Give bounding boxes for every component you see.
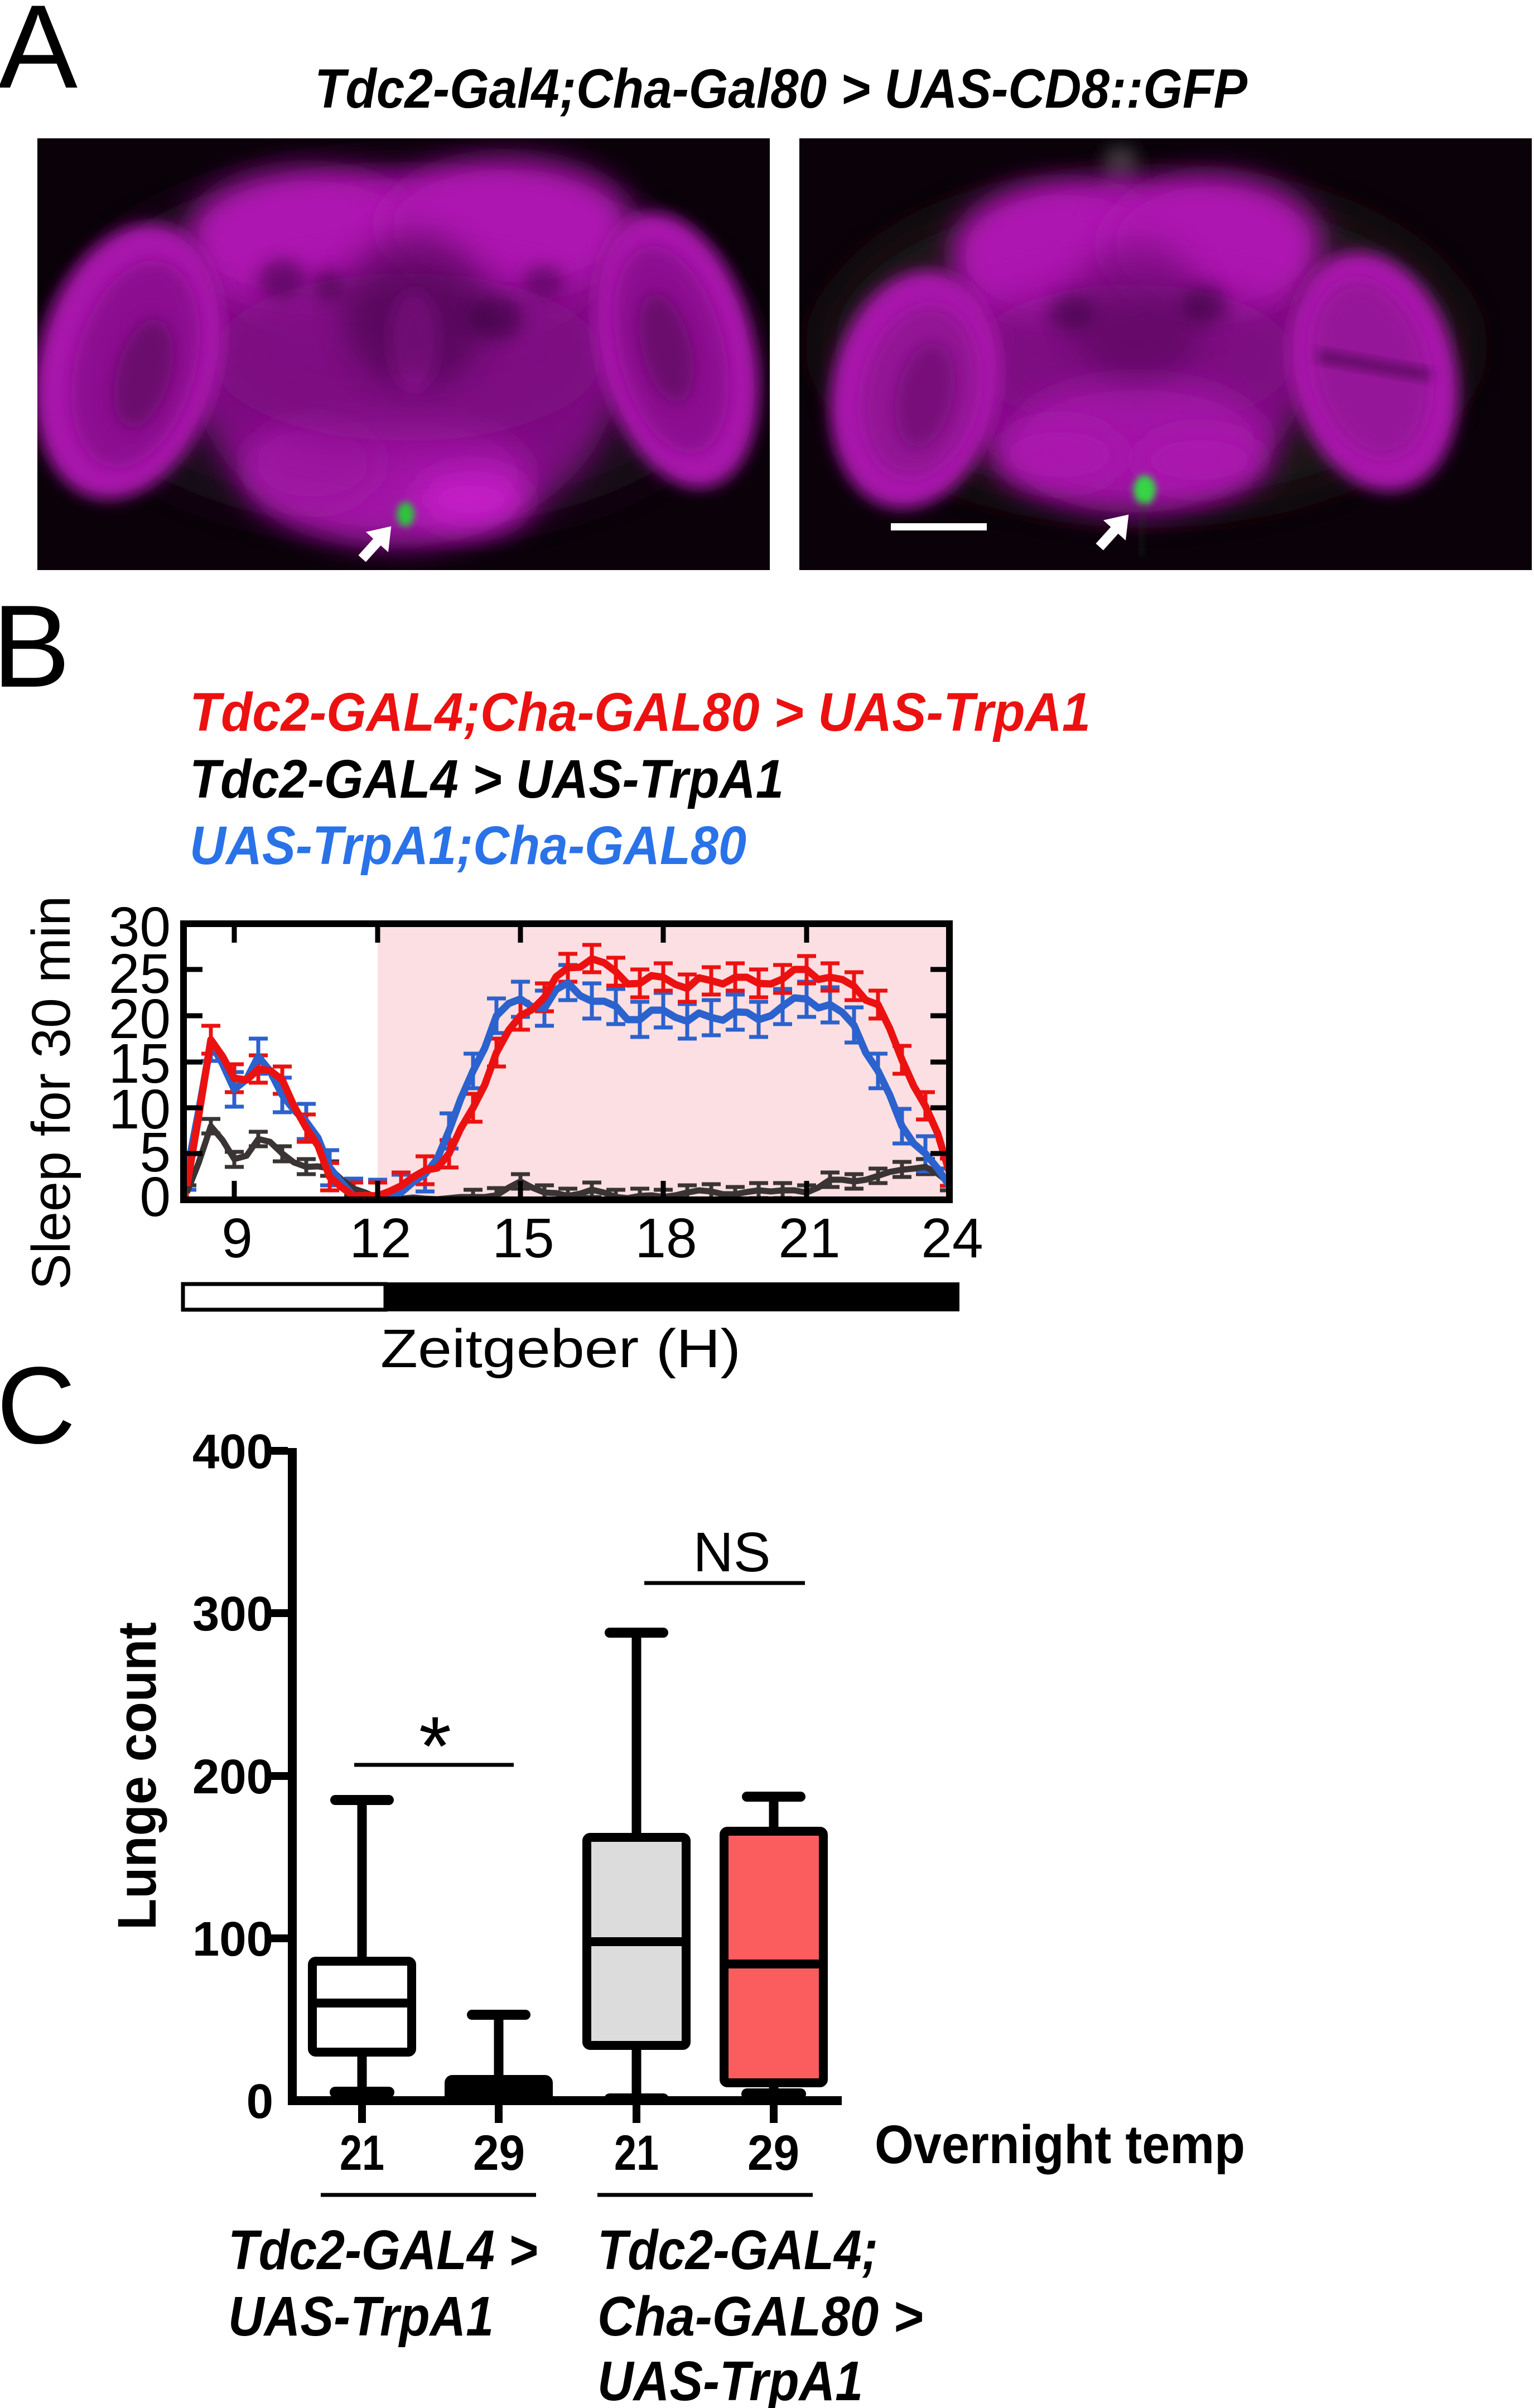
svg-text:400: 400 — [192, 1425, 273, 1479]
svg-text:Zeitgeber (H): Zeitgeber (H) — [380, 1318, 741, 1379]
svg-text:29: 29 — [473, 2125, 525, 2180]
svg-text:18: 18 — [635, 1207, 697, 1270]
svg-text:30: 30 — [109, 896, 171, 958]
svg-text:20: 20 — [109, 988, 171, 1050]
svg-text:9: 9 — [221, 1207, 253, 1270]
svg-text:0: 0 — [139, 1166, 171, 1228]
svg-text:Cha-GAL80 >: Cha-GAL80 > — [597, 2285, 923, 2348]
svg-text:5: 5 — [139, 1121, 171, 1184]
svg-text:15: 15 — [109, 1032, 171, 1095]
svg-text:100: 100 — [192, 1912, 273, 1966]
svg-text:Lunge count: Lunge count — [107, 1622, 167, 1930]
svg-text:Tdc2-GAL4;Cha-GAL80 > UAS-TrpA: Tdc2-GAL4;Cha-GAL80 > UAS-TrpA1 — [190, 682, 1091, 742]
svg-text:Tdc2-GAL4 >: Tdc2-GAL4 > — [228, 2219, 538, 2281]
svg-text:21: 21 — [614, 2125, 659, 2180]
svg-text:10: 10 — [109, 1078, 171, 1141]
svg-text:300: 300 — [192, 1587, 273, 1641]
svg-text:UAS-TrpA1: UAS-TrpA1 — [228, 2285, 494, 2348]
svg-text:200: 200 — [192, 1750, 273, 1804]
svg-text:Tdc2-GAL4 > UAS-TrpA1: Tdc2-GAL4 > UAS-TrpA1 — [190, 749, 784, 809]
svg-text:UAS-TrpA1: UAS-TrpA1 — [597, 2350, 863, 2408]
svg-text:Overnight temp: Overnight temp — [875, 2114, 1245, 2175]
svg-text:UAS-TrpA1;Cha-GAL80: UAS-TrpA1;Cha-GAL80 — [190, 815, 746, 876]
svg-text:25: 25 — [109, 943, 171, 1005]
svg-text:12: 12 — [349, 1207, 411, 1270]
svg-text:15: 15 — [492, 1207, 554, 1270]
svg-text:*: * — [419, 1699, 451, 1793]
svg-text:29: 29 — [747, 2125, 799, 2180]
svg-text:Sleep for 30 min: Sleep for 30 min — [21, 896, 81, 1290]
svg-text:Tdc2-GAL4;: Tdc2-GAL4; — [597, 2219, 878, 2281]
svg-text:21: 21 — [340, 2125, 384, 2180]
svg-text:Tdc2-Gal4;Cha-Gal80 > UAS-CD8:: Tdc2-Gal4;Cha-Gal80 > UAS-CD8::GFP — [315, 57, 1248, 119]
svg-text:A: A — [0, 0, 78, 113]
svg-text:0: 0 — [247, 2074, 273, 2129]
svg-text:21: 21 — [778, 1207, 840, 1270]
svg-text:C: C — [0, 1344, 76, 1466]
svg-text:24: 24 — [921, 1207, 983, 1270]
svg-text:B: B — [0, 581, 70, 712]
svg-text:NS: NS — [693, 1521, 771, 1584]
